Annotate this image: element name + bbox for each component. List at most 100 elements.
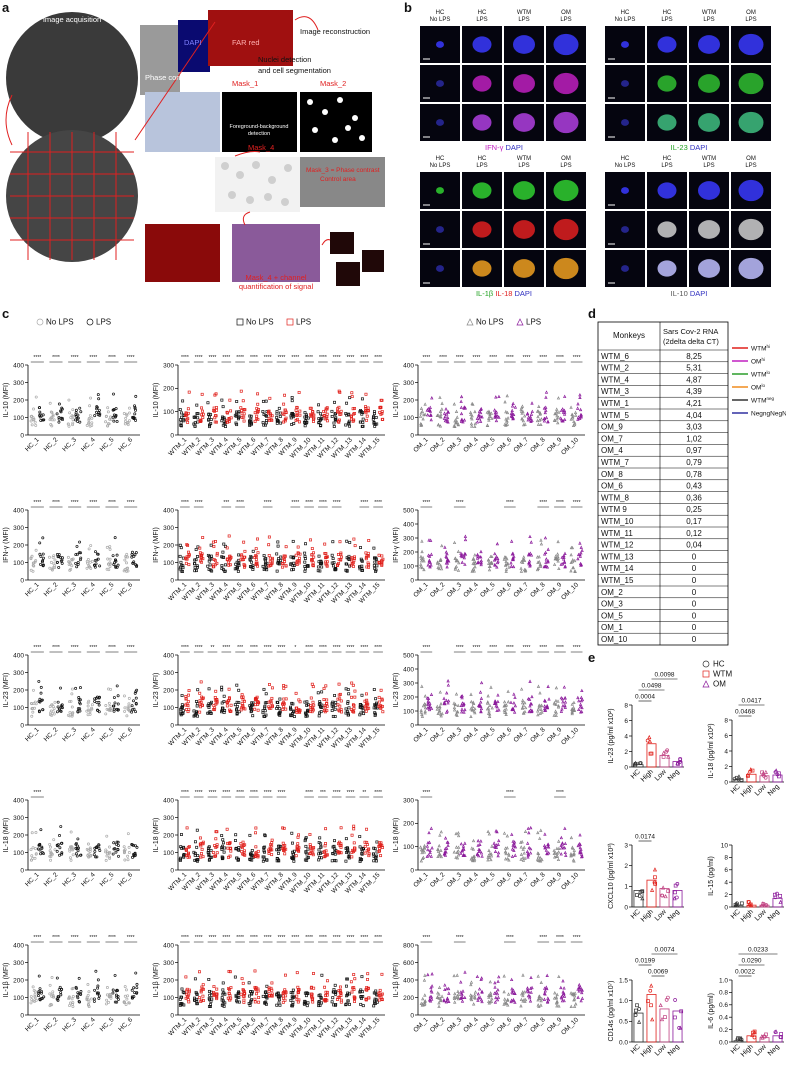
column-header: OM (746, 156, 756, 162)
decor-dot (559, 835, 564, 840)
y-tick-label: 100 (13, 560, 24, 567)
decor-dot (492, 991, 497, 995)
decor-dot (70, 705, 74, 709)
decor-dot (69, 858, 73, 862)
significance: **** (506, 935, 514, 941)
decor-dot (186, 700, 190, 704)
decor-dot (455, 973, 459, 977)
decor-dot (373, 556, 376, 560)
table-header: Monkeys (613, 331, 645, 340)
decor-dot (679, 1009, 684, 1014)
decor-dot (98, 849, 102, 852)
decor-dot (477, 413, 481, 418)
decor-dot (227, 969, 231, 973)
x-tick-label: OM_8 (529, 1016, 547, 1034)
decor-dot (86, 561, 89, 565)
decor-dot (552, 848, 556, 852)
significance: **** (347, 790, 355, 796)
decor-dot (446, 679, 450, 683)
decor-dot (544, 390, 549, 394)
decor-dot (290, 714, 294, 718)
decor-dot (48, 555, 51, 559)
decor-dot (71, 421, 75, 425)
decor-dot (472, 854, 476, 858)
decor-dot (471, 847, 476, 851)
decor-dot (309, 704, 313, 708)
decor-dot (546, 845, 551, 849)
decor-dot (456, 989, 460, 993)
decor-dot (570, 702, 574, 706)
decor-dot (446, 410, 451, 414)
decor-dot (239, 708, 243, 712)
decor-dot (66, 713, 70, 717)
decor-dot (334, 700, 338, 704)
decor-dot (421, 848, 425, 852)
caption-part: IFN-γ (485, 143, 504, 152)
decor-dot (187, 693, 190, 697)
decor-dot (282, 684, 286, 687)
decor-dot (560, 994, 565, 998)
decor-dot (133, 691, 137, 695)
significance: **** (539, 355, 547, 361)
decor-dot (469, 699, 474, 704)
significance: ** (362, 790, 366, 796)
y-tick-label: 8 (624, 702, 628, 709)
decor-dot (470, 417, 474, 421)
decor-dot (419, 710, 423, 714)
decor-dot (439, 848, 443, 852)
decor-dot (379, 707, 383, 710)
decor-dot (353, 848, 357, 852)
y-tick-label: 100 (163, 409, 174, 416)
decor-dot (573, 422, 577, 427)
decor-dot (372, 706, 376, 710)
decor-dot (486, 853, 491, 857)
decor-dot (497, 415, 501, 419)
decor-dot (276, 701, 280, 705)
decor-dot (308, 709, 312, 713)
decor-dot (438, 833, 442, 837)
decor-dot (525, 849, 530, 854)
decor-dot (418, 845, 423, 849)
significance: **** (52, 935, 60, 941)
decor-dot (452, 424, 456, 428)
decor-dot (105, 545, 109, 549)
decor-dot (487, 832, 492, 836)
legend-sup: hi (767, 344, 771, 349)
decor-dot (506, 852, 511, 856)
decor-dot (312, 555, 316, 559)
y-tick-label: 300 (13, 525, 24, 532)
legend-label: No LPS (476, 318, 504, 327)
significance: **** (539, 935, 547, 941)
significance: **** (319, 645, 327, 651)
decor-dot (295, 710, 299, 714)
significance: **** (127, 645, 135, 651)
decor-dot (378, 410, 382, 414)
decor-dot (38, 848, 42, 852)
x-tick-label: OM_7 (512, 871, 530, 889)
decor-dot (34, 559, 38, 563)
decor-dot (207, 978, 211, 981)
decor-dot (562, 412, 567, 416)
decor-dot (221, 999, 225, 1003)
decor-dot (215, 851, 219, 855)
step-label: detection (248, 131, 270, 137)
decor-dot (133, 412, 137, 416)
decor-dot (323, 551, 327, 555)
decor-dot (254, 696, 258, 700)
decor-dot (130, 995, 134, 999)
decor-dot (544, 405, 548, 409)
y-axis-label: IL-18 (pg/ml x10²) (708, 723, 715, 778)
decor-dot (506, 992, 511, 996)
decor-dot (48, 992, 52, 996)
decor-dot (240, 412, 244, 416)
decor-dot (503, 997, 507, 1001)
cell-signal (657, 260, 677, 277)
decor-dot (214, 420, 218, 424)
rna-value: 4,87 (686, 375, 702, 384)
legend-label: LPS (296, 318, 311, 327)
decor-dot (60, 851, 64, 855)
decor-dot (50, 992, 54, 996)
decor-dot (311, 708, 315, 712)
decor-dot (427, 840, 432, 844)
decor-dot (112, 696, 116, 699)
